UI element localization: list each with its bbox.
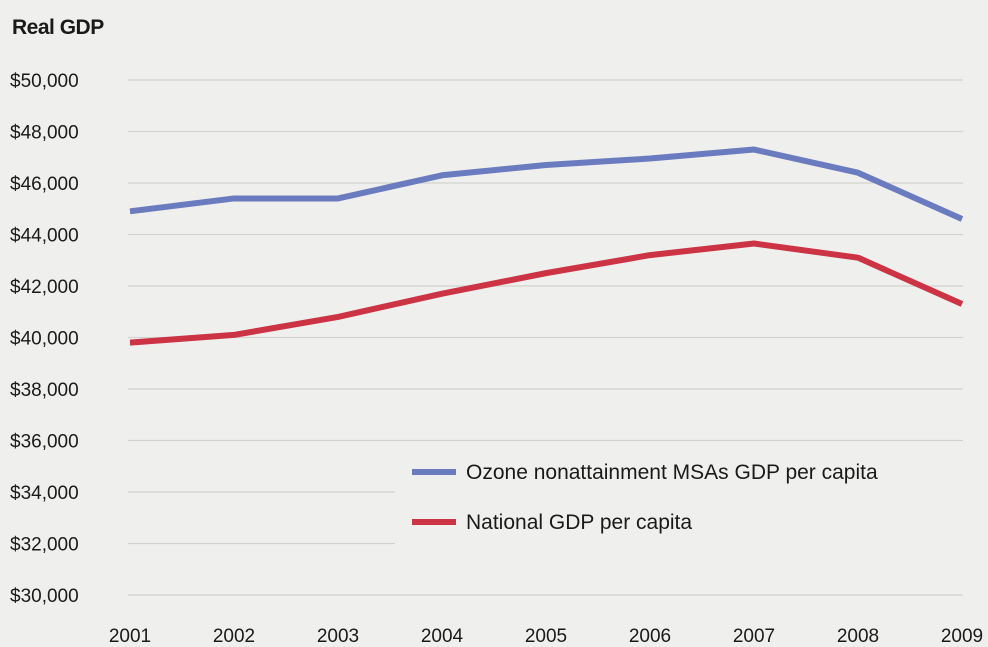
y-tick-label: $48,000 [10, 123, 79, 144]
x-tick-label: 2009 [941, 626, 983, 647]
y-tick-label: $32,000 [10, 535, 79, 556]
x-tick-label: 2006 [629, 626, 671, 647]
x-tick-label: 2001 [109, 626, 151, 647]
legend-box [395, 450, 975, 560]
y-tick-label: $46,000 [10, 174, 79, 195]
y-tick-label: $34,000 [10, 483, 79, 504]
x-tick-label: 2002 [213, 626, 255, 647]
y-axis-title: Real GDP [12, 16, 104, 39]
y-tick-label: $36,000 [10, 432, 79, 453]
y-tick-label: $30,000 [10, 586, 79, 607]
x-tick-label: 2004 [421, 626, 464, 647]
x-tick-label: 2003 [317, 626, 359, 647]
series-line-2 [129, 240, 964, 346]
y-tick-label: $42,000 [10, 277, 79, 298]
y-tick-label: $50,000 [10, 71, 79, 92]
legend-label: Ozone nonattainment MSAs GDP per capita [466, 461, 878, 484]
x-tick-label: 2005 [525, 626, 567, 647]
y-tick-label: $38,000 [10, 380, 79, 401]
legend-label: National GDP per capita [466, 511, 692, 534]
y-tick-label: $44,000 [10, 226, 79, 247]
series-line-1 [129, 146, 964, 222]
x-tick-label: 2008 [837, 626, 879, 647]
y-tick-label: $40,000 [10, 329, 79, 350]
x-tick-label: 2007 [733, 626, 775, 647]
